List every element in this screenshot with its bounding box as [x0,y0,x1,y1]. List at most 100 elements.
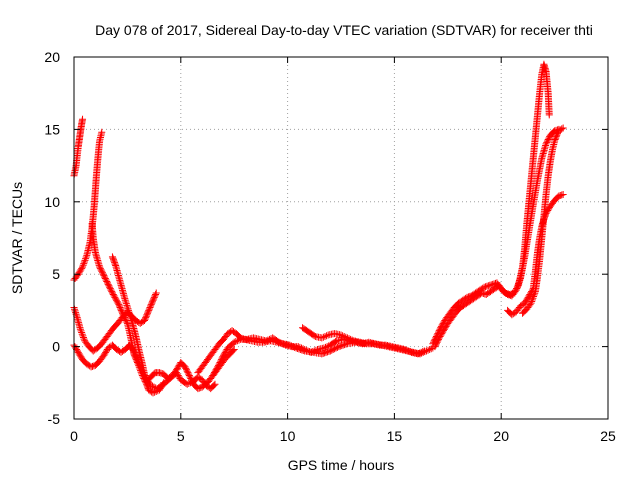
data-point [302,346,310,354]
data-point [435,335,443,343]
data-point [173,366,181,374]
data-point [77,266,85,274]
data-point [329,345,337,353]
data-point [186,373,194,381]
data-point [103,279,111,287]
data-point [348,336,356,344]
data-point [182,366,190,374]
data-point [108,288,116,296]
data-point [545,134,553,142]
data-point [216,359,224,367]
series-track-5 [70,341,219,393]
y-tick-label: -5 [48,411,61,427]
data-point [309,348,317,356]
data-point [77,327,85,335]
data-point [552,134,560,142]
data-point [342,333,350,341]
data-point [82,253,90,261]
data-point [145,306,153,314]
data-point [278,340,286,348]
data-point [98,269,106,277]
data-point [211,367,219,375]
data-point [553,131,561,139]
data-point [440,327,448,335]
data-point [435,334,443,342]
data-point [110,257,118,265]
data-point [132,351,140,359]
data-point [274,337,282,345]
data-point [79,115,87,123]
data-point [333,343,341,351]
data-point [559,191,567,199]
data-point [424,346,432,354]
data-point [319,333,327,341]
data-point [325,342,333,350]
data-point [331,345,339,353]
data-point [102,276,110,284]
data-point [558,125,566,133]
data-point [516,276,524,284]
data-point [99,270,107,278]
data-point [307,348,315,356]
data-point [512,286,520,294]
data-point [185,370,193,378]
data-point [150,295,158,303]
data-point [76,351,84,359]
data-point [214,363,222,371]
data-point [97,266,105,274]
x-tick-label: 15 [387,428,403,444]
data-point [105,282,113,290]
data-point [525,292,533,300]
data-point [322,343,330,351]
data-point [188,377,196,385]
data-point [222,347,230,355]
data-point [347,335,355,343]
data-point [181,363,189,371]
data-point [96,263,104,271]
data-point [82,255,90,263]
data-point [553,130,561,138]
data-point [233,337,241,345]
data-point [551,137,559,145]
data-point [318,334,326,342]
data-point [431,343,439,351]
data-point [147,301,155,309]
data-point [542,140,550,148]
data-point [530,291,538,299]
data-point [513,283,521,291]
data-point [106,285,114,293]
data-point [124,306,132,314]
data-point [340,332,348,340]
data-point [526,301,534,309]
data-point [320,344,328,352]
data-point [78,330,86,338]
data-point [102,348,110,356]
data-point [312,346,320,354]
data-point [442,322,450,330]
data-point [529,294,537,302]
data-point [528,298,536,306]
data-point [432,340,440,348]
data-point [174,372,182,380]
data-point [294,343,302,351]
data-point [404,347,412,355]
x-tick-label: 25 [600,428,616,444]
data-point [98,267,106,275]
data-point [123,303,131,311]
data-point [101,273,109,281]
data-point [107,286,115,294]
data-point [403,346,411,354]
data-point [218,354,226,362]
axis-ticks: 0 5 10 15 20 25 -5 0 5 10 15 20 [44,49,616,444]
data-point [419,348,427,356]
data-point [142,314,150,322]
data-point [221,348,229,356]
data-point [183,367,191,375]
data-point [551,136,559,144]
data-point [432,341,440,349]
data-point [116,304,124,312]
data-point [436,332,444,340]
data-point [100,272,108,280]
data-point [524,293,532,301]
data-point [147,302,155,310]
